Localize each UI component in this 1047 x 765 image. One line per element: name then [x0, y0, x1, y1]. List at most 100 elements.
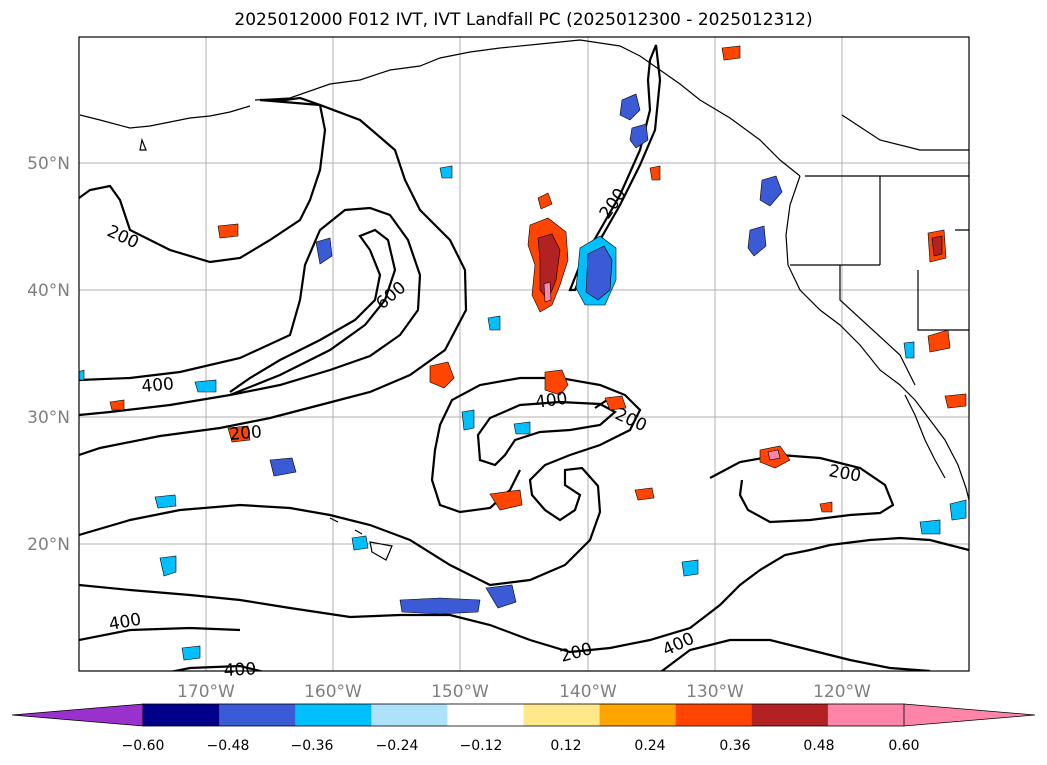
blob-neg-21 — [903, 341, 915, 359]
blob-neg-3 — [759, 175, 783, 207]
contour-label: 200 — [827, 461, 862, 486]
blob-neg-6 — [269, 457, 297, 477]
blob-pos-small-5-peak — [767, 449, 781, 461]
blob-neg-2 — [629, 123, 649, 149]
colorbar-tick-label: 0.60 — [888, 738, 919, 754]
blob-pos-center-1-peak — [543, 281, 552, 303]
lon-label: 130°W — [686, 682, 744, 702]
blob-pos-small-2 — [429, 361, 455, 389]
map-title: 2025012000 F012 IVT, IVT Landfall PC (20… — [234, 10, 813, 30]
contour-label: 400 — [223, 659, 256, 681]
blob-neg-19 — [513, 421, 531, 435]
blob-pos-small-11 — [721, 45, 741, 61]
blob-pos-small-3 — [544, 369, 569, 396]
colorbar-segment — [599, 704, 677, 726]
colorbar-tick-label: 0.36 — [719, 738, 750, 754]
west-coast-na — [785, 175, 969, 501]
colorbar-segment — [295, 704, 372, 726]
contour-200-south — [79, 536, 969, 654]
blob-pos-small-13 — [927, 329, 951, 353]
contour-label: 400 — [107, 610, 142, 635]
contour-200-east — [709, 453, 895, 524]
contour-200-subtropical — [79, 376, 642, 587]
blob-neg-9 — [154, 494, 177, 509]
contour-label: 400 — [534, 389, 569, 413]
lat-label: 40°N — [27, 281, 70, 301]
colorbar-tick-label: −0.48 — [207, 738, 250, 754]
colorbar-under-arrow — [11, 703, 144, 727]
colorbar-segment — [143, 704, 220, 726]
contour-label-group: 200 600 400 400 200 200 200 400 200 400 … — [104, 185, 863, 681]
colorbar-frame — [142, 703, 905, 727]
blob-neg-17 — [439, 165, 453, 179]
lat-label: 30°N — [27, 408, 70, 428]
negative-pc-shading — [79, 93, 967, 661]
blob-pos-small-6-core — [931, 235, 943, 257]
positive-pc-shading — [109, 45, 967, 513]
contour-200-north-pacific — [79, 96, 327, 264]
lat-axis: 50°N 40°N 30°N 20°N — [27, 154, 70, 555]
blob-pos-small-12 — [634, 487, 655, 501]
contour-600-jet — [229, 228, 397, 397]
lat-label: 50°N — [27, 154, 70, 174]
lat-label: 20°N — [27, 535, 70, 555]
contour-400-subtropical — [476, 400, 617, 467]
colorbar-segment — [219, 704, 296, 726]
blob-neg-7 — [399, 597, 481, 615]
state-borders — [790, 176, 969, 386]
blob-neg-20 — [79, 369, 85, 381]
colorbar-segment — [523, 704, 601, 726]
bc-inland — [841, 114, 969, 151]
blob-neg-16 — [461, 409, 475, 431]
baja-coast — [904, 394, 946, 479]
blob-pos-small-16 — [649, 165, 661, 181]
blob-neg-10 — [194, 379, 217, 393]
hawaii-islands — [329, 517, 393, 561]
colorbar-segment — [827, 704, 905, 726]
contour-label: 400 — [141, 374, 175, 397]
contour-400-jet — [79, 206, 422, 417]
blob-neg-13 — [681, 559, 699, 577]
colorbar-ticks: −0.60 −0.48 −0.36 −0.24 −0.12 0.12 0.24 … — [122, 738, 920, 754]
contour-label: 200 — [612, 404, 650, 436]
alaska-coastline — [254, 39, 801, 177]
colorbar-tick-label: 0.48 — [803, 738, 834, 754]
contour-label: 200 — [104, 221, 142, 253]
aleutian-chain — [79, 105, 251, 129]
plot-frame — [78, 36, 970, 672]
colorbar-segment — [751, 704, 829, 726]
blob-pos-small-15 — [109, 399, 125, 411]
colorbar-segment — [371, 704, 448, 726]
colorbar-segment — [447, 704, 524, 726]
contour-label: 200 — [229, 422, 263, 445]
blob-pos-small-9 — [944, 393, 967, 409]
blob-neg-1 — [619, 93, 641, 121]
blob-neg-15 — [487, 315, 501, 331]
blob-pos-small-1 — [537, 192, 553, 210]
contour-label: 400 — [660, 629, 698, 661]
contour-label: 200 — [558, 639, 595, 667]
blob-pos-small-14 — [819, 501, 833, 513]
blob-pos-small-7 — [227, 425, 251, 443]
lon-label: 140°W — [559, 682, 617, 702]
blob-neg-4 — [747, 225, 767, 257]
blob-pos-small-10 — [217, 223, 239, 239]
contour-400-bottom — [169, 664, 265, 671]
colorbar-tick-label: −0.36 — [291, 738, 334, 754]
contour-400-south — [79, 626, 931, 671]
blob-neg-5 — [315, 237, 333, 265]
blob-neg-8 — [485, 584, 517, 609]
lon-label: 170°W — [177, 682, 235, 702]
blob-neg-14 — [919, 519, 941, 535]
colorbar: −0.60 −0.48 −0.36 −0.24 −0.12 0.12 0.24 … — [11, 703, 1036, 754]
small-island-1 — [139, 137, 147, 151]
contour-200-jet — [79, 98, 468, 457]
blob-neg-22 — [351, 535, 369, 551]
colorbar-tick-label: −0.12 — [460, 738, 503, 754]
coastlines — [79, 39, 969, 561]
blob-neg-12 — [181, 645, 201, 661]
lon-label: 150°W — [431, 682, 489, 702]
lon-label: 160°W — [304, 682, 362, 702]
blob-neg-11 — [159, 555, 177, 577]
